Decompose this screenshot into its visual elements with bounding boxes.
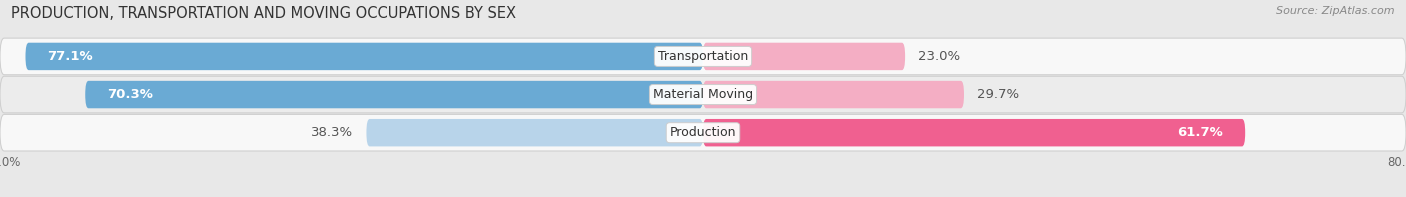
Text: 70.3%: 70.3% <box>107 88 153 101</box>
Text: 23.0%: 23.0% <box>918 50 960 63</box>
FancyBboxPatch shape <box>0 114 1406 151</box>
FancyBboxPatch shape <box>0 76 1406 113</box>
Text: Material Moving: Material Moving <box>652 88 754 101</box>
Text: Transportation: Transportation <box>658 50 748 63</box>
FancyBboxPatch shape <box>0 38 1406 75</box>
Text: Production: Production <box>669 126 737 139</box>
Text: 77.1%: 77.1% <box>48 50 93 63</box>
FancyBboxPatch shape <box>86 81 703 108</box>
Text: 29.7%: 29.7% <box>977 88 1019 101</box>
Text: 61.7%: 61.7% <box>1177 126 1223 139</box>
Text: 38.3%: 38.3% <box>311 126 353 139</box>
FancyBboxPatch shape <box>703 81 965 108</box>
Text: Source: ZipAtlas.com: Source: ZipAtlas.com <box>1277 6 1395 16</box>
Text: PRODUCTION, TRANSPORTATION AND MOVING OCCUPATIONS BY SEX: PRODUCTION, TRANSPORTATION AND MOVING OC… <box>11 6 516 21</box>
FancyBboxPatch shape <box>703 43 905 70</box>
FancyBboxPatch shape <box>25 43 703 70</box>
FancyBboxPatch shape <box>367 119 703 146</box>
FancyBboxPatch shape <box>703 119 1246 146</box>
